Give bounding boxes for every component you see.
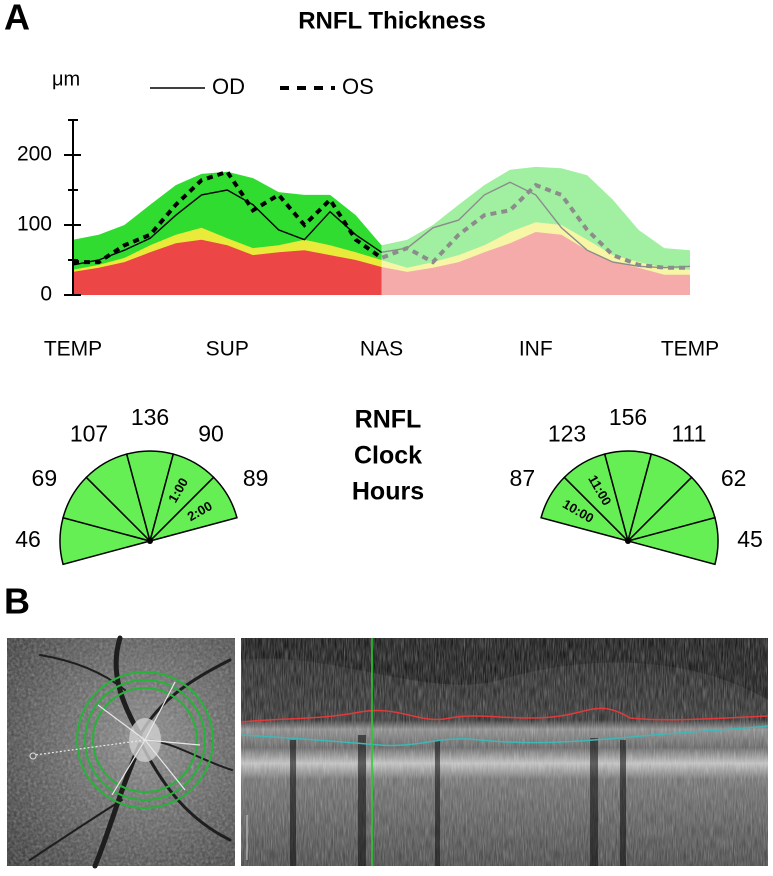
fundus-image	[7, 635, 235, 869]
clock-value: 89	[243, 465, 269, 491]
y-tick-label: 0	[40, 283, 52, 306]
y-tick-label: 100	[17, 213, 52, 236]
legend-label: OD	[212, 74, 245, 99]
rnfl-boundary	[240, 725, 769, 747]
clock-value: 69	[32, 465, 58, 491]
clock-value: 156	[609, 404, 647, 430]
chart-title: RNFL Thickness	[298, 7, 486, 34]
plot-area: 0 100 200 TEMP SUP NAS INF TEMP OD OS	[17, 74, 719, 361]
clock-title: RNFL	[355, 406, 422, 434]
clock-value: 46	[15, 526, 41, 552]
scan-lines	[34, 681, 201, 796]
oct-texture	[241, 638, 768, 866]
clock-value: 62	[721, 465, 747, 491]
y-tick-label: 200	[17, 143, 52, 166]
clock-value: 87	[510, 465, 536, 491]
legend-label: OS	[342, 74, 374, 99]
scan-circles	[76, 671, 214, 809]
clock-center	[625, 538, 631, 544]
x-tick-label: SUP	[206, 338, 249, 361]
clock-value: 111	[672, 420, 707, 446]
vessel-shadows	[290, 735, 626, 866]
clock-sector	[147, 476, 238, 543]
clock-center	[147, 538, 153, 544]
clock-value: 45	[737, 526, 763, 552]
clock-value: 123	[548, 420, 586, 446]
clock-title: Hours	[352, 478, 424, 506]
half-overlay	[381, 115, 692, 295]
clock-value: 107	[70, 420, 108, 446]
x-tick-label: TEMP	[44, 338, 102, 361]
y-axis-label: μm	[52, 68, 80, 90]
x-tick-label: TEMP	[661, 338, 719, 361]
clock-value: 90	[198, 420, 224, 446]
clock-value: 136	[131, 404, 169, 430]
panel-label: A	[4, 0, 30, 38]
clock-title: Clock	[354, 442, 422, 470]
scan-start	[29, 752, 37, 760]
clock-sector	[625, 516, 719, 566]
fundus-texture	[7, 638, 235, 866]
x-tick-label: INF	[519, 338, 553, 361]
panel-label: B	[4, 581, 30, 622]
x-tick-label: NAS	[360, 338, 403, 361]
ilm-boundary	[240, 707, 769, 723]
oct-image	[240, 638, 769, 866]
